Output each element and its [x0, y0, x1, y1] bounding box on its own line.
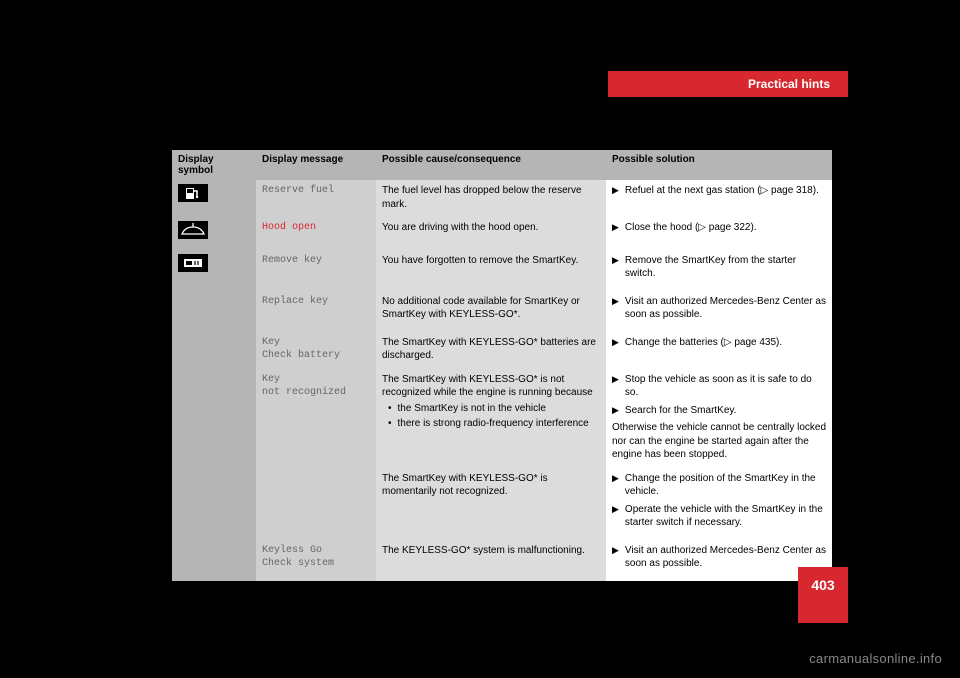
- watermark: carmanualsonline.info: [809, 651, 942, 666]
- cell-symbol: [172, 180, 256, 217]
- cell-cause: The fuel level has dropped below the res…: [376, 180, 606, 217]
- cell-symbol: [172, 540, 256, 581]
- cell-cause: You have forgotten to remove the SmartKe…: [376, 250, 606, 291]
- cell-symbol: [172, 250, 256, 291]
- section-tab: Practical hints: [608, 71, 848, 97]
- cell-cause: The SmartKey with KEYLESS-GO* batteries …: [376, 332, 606, 369]
- cell-message: KeyCheck battery: [256, 332, 376, 369]
- cell-symbol: [172, 332, 256, 369]
- messages-table: Display symbol Display message Possible …: [172, 150, 832, 581]
- cell-message: Keyless GoCheck system: [256, 540, 376, 581]
- cell-solution: ▶Stop the vehicle as soon as it is safe …: [606, 369, 832, 468]
- table-row: Keynot recognizedThe SmartKey with KEYLE…: [172, 369, 832, 468]
- cell-cause: The KEYLESS-GO* system is malfunctioning…: [376, 540, 606, 581]
- table-row: Reserve fuelThe fuel level has dropped b…: [172, 180, 832, 217]
- cell-message: Remove key: [256, 250, 376, 291]
- cell-symbol: [172, 291, 256, 332]
- table-row: The SmartKey with KEYLESS-GO* is momenta…: [172, 468, 832, 540]
- cell-solution: ▶Remove the SmartKey from the starter sw…: [606, 250, 832, 291]
- cell-message: Keynot recognized: [256, 369, 376, 468]
- cell-solution: ▶Refuel at the next gas station (▷ page …: [606, 180, 832, 217]
- cell-cause: The SmartKey with KEYLESS-GO* is momenta…: [376, 468, 606, 540]
- cell-solution: ▶Change the position of the SmartKey in …: [606, 468, 832, 540]
- table-row: Replace keyNo additional code available …: [172, 291, 832, 332]
- cell-solution: ▶Close the hood (▷ page 322).: [606, 217, 832, 250]
- table-row: KeyCheck batteryThe SmartKey with KEYLES…: [172, 332, 832, 369]
- cell-solution: ▶Visit an authorized Mercedes-Benz Cente…: [606, 291, 832, 332]
- cell-message: Reserve fuel: [256, 180, 376, 217]
- cell-message: Replace key: [256, 291, 376, 332]
- th-message: Display message: [256, 150, 376, 180]
- cell-message: Hood open: [256, 217, 376, 250]
- cell-cause: No additional code available for SmartKe…: [376, 291, 606, 332]
- cell-symbol: [172, 468, 256, 540]
- table-row: Hood openYou are driving with the hood o…: [172, 217, 832, 250]
- cell-cause: You are driving with the hood open.: [376, 217, 606, 250]
- cell-cause: The SmartKey with KEYLESS-GO* is not rec…: [376, 369, 606, 468]
- cell-symbol: [172, 217, 256, 250]
- hood-open-icon: [178, 221, 208, 239]
- page-number: 403: [798, 567, 848, 623]
- table-row: Keyless GoCheck systemThe KEYLESS-GO* sy…: [172, 540, 832, 581]
- fuel-pump-icon: [178, 184, 208, 202]
- cell-message: [256, 468, 376, 540]
- th-solution: Possible solution: [606, 150, 832, 180]
- th-symbol: Display symbol: [172, 150, 256, 180]
- table-row: Remove keyYou have forgotten to remove t…: [172, 250, 832, 291]
- cell-symbol: [172, 369, 256, 468]
- th-cause: Possible cause/consequence: [376, 150, 606, 180]
- cell-solution: ▶Change the batteries (▷ page 435).: [606, 332, 832, 369]
- table-body: Reserve fuelThe fuel level has dropped b…: [172, 180, 832, 581]
- key-icon: [178, 254, 208, 272]
